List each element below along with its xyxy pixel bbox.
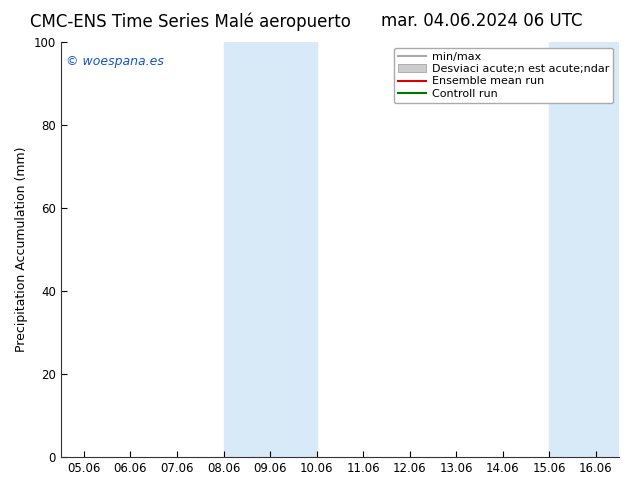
Text: © woespana.es: © woespana.es — [66, 54, 164, 68]
Legend: min/max, Desviaci acute;n est acute;ndar, Ensemble mean run, Controll run: min/max, Desviaci acute;n est acute;ndar… — [394, 48, 614, 103]
Bar — [224, 42, 316, 457]
Bar — [549, 42, 619, 457]
Y-axis label: Precipitation Accumulation (mm): Precipitation Accumulation (mm) — [15, 147, 28, 352]
Text: mar. 04.06.2024 06 UTC: mar. 04.06.2024 06 UTC — [381, 12, 583, 30]
Text: CMC-ENS Time Series Malé aeropuerto: CMC-ENS Time Series Malé aeropuerto — [30, 12, 351, 31]
